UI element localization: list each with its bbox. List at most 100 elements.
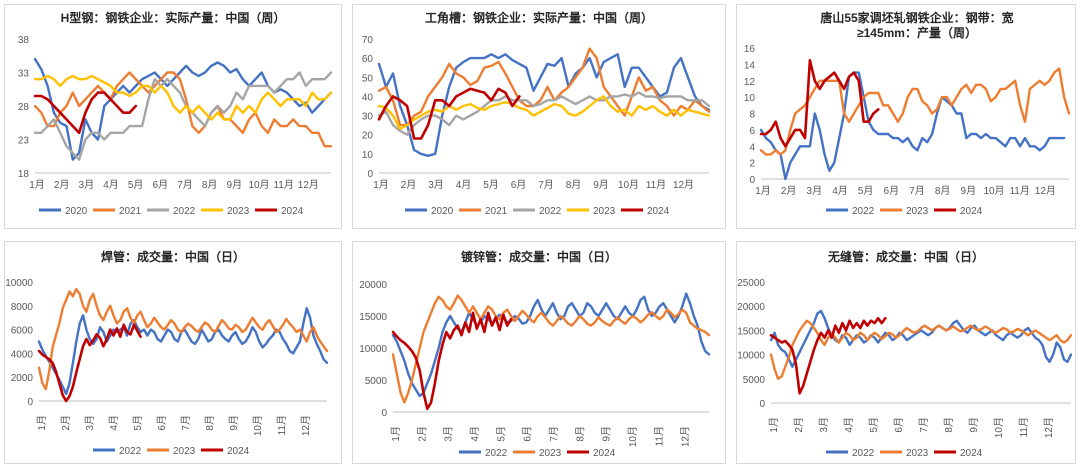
y-tick-label: 20 — [362, 131, 374, 142]
x-tick-label: 7月 — [909, 185, 925, 197]
x-tick-label: 8月 — [935, 185, 951, 197]
legend-label: 2022 — [852, 448, 875, 459]
legend-label: 2023 — [227, 206, 250, 217]
x-tick-label: 11月 — [653, 426, 665, 446]
y-tick-label: 0 — [367, 169, 373, 180]
legend-label: 2022 — [173, 206, 196, 217]
x-tick-label: 11月 — [1009, 185, 1029, 197]
x-tick-label: 2月 — [793, 417, 805, 433]
x-tick-label: 6月 — [522, 426, 534, 442]
x-tick-label: 5月 — [483, 179, 499, 191]
y-tick-label: 10000 — [737, 351, 765, 362]
x-tick-label: 7月 — [548, 426, 560, 442]
y-tick-label: 60 — [362, 54, 374, 65]
series-line-2024 — [37, 323, 142, 403]
chart-svg: 0 2000 4000 6000 8000 10000 1月 2月 3月 4月 5月 6月 7月 8月 9月… — [5, 278, 329, 457]
x-tick-label: 9月 — [601, 426, 613, 442]
series-line-2020 — [377, 53, 711, 158]
x-tick-label: 9月 — [227, 179, 243, 191]
y-tick-label: 23 — [18, 136, 30, 147]
x-tick-label: 2月 — [60, 415, 72, 431]
y-tick-label: 0 — [27, 397, 33, 408]
x-tick-label: 3月 — [807, 185, 823, 197]
series-line-2021 — [377, 47, 711, 127]
x-tick-label: 8月 — [202, 179, 218, 191]
y-tick-label: 0 — [749, 175, 755, 186]
x-tick-label: 7月 — [177, 179, 193, 191]
y-tick-label: 10000 — [359, 344, 387, 355]
x-tick-label: 1月 — [390, 426, 402, 442]
x-tick-label: 10月 — [618, 179, 639, 191]
y-tick-label: 8 — [749, 110, 755, 121]
legend-label: 2024 — [281, 206, 304, 217]
y-tick-label: 50 — [362, 73, 374, 84]
y-tick-label: 15000 — [359, 312, 387, 323]
legend-label: 2023 — [906, 206, 929, 217]
legend-label: 2024 — [593, 448, 616, 459]
x-tick-label: 10月 — [248, 179, 269, 191]
x-tick-label: 3月 — [818, 417, 830, 433]
x-tick-label: 10月 — [993, 417, 1005, 438]
y-tick-label: 10 — [362, 150, 374, 161]
x-tick-label: 3月 — [79, 179, 95, 191]
chart-title: 无缝管：成交量：中国（日） — [827, 250, 984, 264]
legend-label: 2022 — [852, 206, 875, 217]
y-tick-label: 8000 — [11, 302, 34, 313]
chart-svg: 18 23 28 33 38 1月 2月 3月 4月 5月 6月 7月 8月 9月 10月 11月 12月 202… — [18, 35, 333, 217]
series-line-2024 — [33, 91, 138, 135]
chart-title: H型钢：钢铁企业：实际产量：中国（周） — [60, 11, 286, 25]
x-tick-label: 3月 — [84, 415, 96, 431]
chart-panel-angle-channel: 工角槽：钢铁企业：实际产量：中国（周） 0 10 20 30 40 50 60 70 1月 2月 3… — [352, 4, 726, 229]
x-tick-label: 9月 — [593, 179, 609, 191]
series-line-2022 — [769, 309, 1073, 368]
chart-svg: 0 5000 10000 15000 20000 25000 1月 2月 3月 4月 5月 6月 7月 8… — [737, 278, 1073, 459]
x-tick-label: 2月 — [401, 179, 417, 191]
x-tick-label: 4月 — [832, 185, 848, 197]
y-tick-label: 10000 — [5, 278, 33, 289]
series-line-2023 — [391, 294, 711, 404]
x-tick-label: 4月 — [456, 179, 472, 191]
chart-svg: 0 10 20 30 40 50 60 70 1月 2月 3月 4月 5月 6月 7月 8月 9月 10月 11月 1… — [362, 35, 711, 217]
chart-title: 唐山55家调坯轧钢铁企业：钢带：宽≥145mm：产量（周） — [812, 11, 1022, 41]
chart-panel-galvanized-pipe: 镀锌管：成交量：中国（日） 0 5000 10000 15000 20000 1月 2月 3月… — [352, 241, 726, 464]
y-tick-label: 40 — [362, 92, 374, 103]
x-tick-label: 3月 — [428, 179, 444, 191]
chart-panel-tangshan-strip: 唐山55家调坯轧钢铁企业：钢带：宽≥145mm：产量（周） 0 2 4 6 8 10 12 1… — [736, 4, 1076, 229]
y-tick-label: 20000 — [737, 302, 765, 313]
series-line-2023 — [377, 95, 711, 131]
x-tick-label: 4月 — [469, 426, 481, 442]
x-tick-label: 10月 — [627, 426, 639, 447]
chart-svg: 0 5000 10000 15000 20000 1月 2月 3月 4月 5月 6月 7月 8月 9月 10… — [359, 280, 711, 459]
x-tick-label: 11月 — [273, 179, 293, 191]
legend-label: 2023 — [539, 448, 562, 459]
x-tick-label: 5月 — [495, 426, 507, 442]
x-tick-label: 11月 — [1018, 417, 1030, 437]
series-line-2022 — [391, 292, 711, 398]
legend-label: 2023 — [906, 448, 929, 459]
x-tick-label: 8月 — [566, 179, 582, 191]
y-tick-label: 18 — [18, 169, 30, 180]
legend-label: 2021 — [119, 206, 142, 217]
series-line-2022 — [377, 91, 711, 136]
x-tick-label: 1月 — [755, 185, 771, 197]
y-tick-label: 20000 — [359, 280, 387, 291]
legend-label: 2024 — [227, 446, 250, 457]
legend-label: 2020 — [65, 206, 88, 217]
series-line-2021 — [33, 71, 333, 148]
y-tick-label: 16 — [744, 44, 756, 55]
series-line-2022 — [33, 71, 333, 161]
x-tick-label: 7月 — [180, 415, 192, 431]
x-tick-label: 6月 — [893, 417, 905, 433]
series-line-2023 — [759, 67, 1071, 156]
legend-label: 2024 — [647, 206, 670, 217]
x-tick-label: 6月 — [153, 179, 169, 191]
series-line-2023 — [769, 319, 1073, 381]
legend-label: 2020 — [431, 206, 454, 217]
x-tick-label: 12月 — [1043, 417, 1055, 438]
x-tick-label: 10月 — [252, 415, 264, 436]
series-line-2023 — [37, 287, 329, 391]
x-tick-label: 12月 — [300, 415, 312, 436]
x-tick-label: 12月 — [1035, 185, 1056, 197]
y-tick-label: 30 — [362, 112, 374, 123]
x-tick-label: 11月 — [276, 415, 288, 435]
